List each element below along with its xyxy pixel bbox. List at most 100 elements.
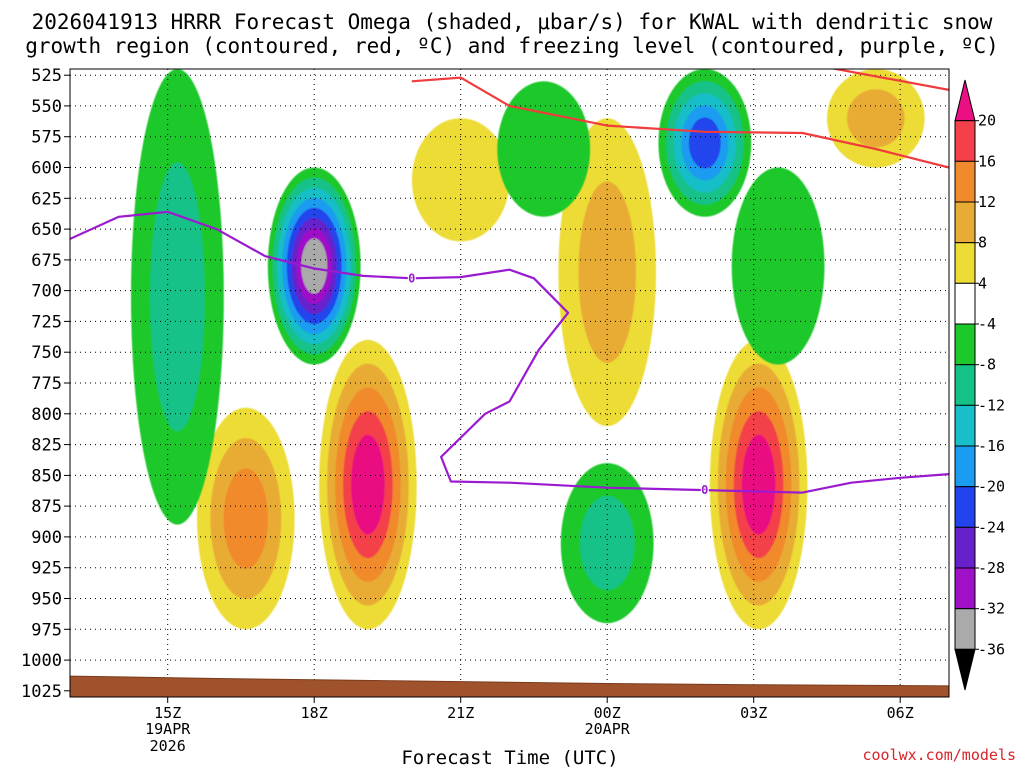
y-tick-label-525: 525 xyxy=(31,66,62,86)
terrain-fill xyxy=(70,675,949,697)
x-axis-label: Forecast Time (UTC) xyxy=(401,747,618,768)
omega-feature-negative-8 xyxy=(497,81,591,217)
x-tick-sublabel-00Z-0: 20APR xyxy=(585,720,631,738)
x-tick-sublabel-15Z-1: 2026 xyxy=(150,737,186,755)
terrain-surface xyxy=(70,675,949,697)
colorbar-label-4: 4 xyxy=(978,274,987,292)
freezing-level-label-bg-0 xyxy=(407,271,416,285)
omega-band--4 xyxy=(731,167,825,365)
freezing-level-label-1: 0 xyxy=(701,483,708,497)
colorbar-label--4: -4 xyxy=(978,315,996,333)
y-tick-label-650: 650 xyxy=(31,220,62,240)
y-tick-label-725: 725 xyxy=(31,312,62,332)
contours: 00 xyxy=(70,69,949,497)
colorbar-label--24: -24 xyxy=(978,518,1005,536)
freezing-level-label-bg-1 xyxy=(700,483,709,497)
omega-band-12 xyxy=(223,468,268,569)
omega-band--8 xyxy=(150,162,205,432)
omega-shading xyxy=(131,69,925,630)
colorbar-label-16: 16 xyxy=(978,152,996,170)
colorbar-label-20: 20 xyxy=(978,112,996,130)
y-tick-label-825: 825 xyxy=(31,436,62,456)
y-tick-label-925: 925 xyxy=(31,559,62,579)
omega-band-8 xyxy=(847,89,905,148)
y-tick-label-1000: 1000 xyxy=(21,651,62,671)
omega-band-8 xyxy=(578,181,636,363)
colorbar-cell-3 xyxy=(954,201,976,244)
chart-title: 2026041913 HRRR Forecast Omega (shaded, … xyxy=(25,10,999,58)
colorbar-cell-10 xyxy=(954,486,976,528)
y-tick-label-575: 575 xyxy=(31,128,62,148)
y-tick-label-600: 600 xyxy=(31,159,62,179)
omega-band--8 xyxy=(579,495,635,591)
omega-band--4 xyxy=(497,81,591,217)
omega-feature-positive-0 xyxy=(197,407,295,630)
omega-feature-negative-10 xyxy=(658,69,752,217)
y-tick-label-675: 675 xyxy=(31,251,62,271)
freezing-level-line xyxy=(70,210,949,494)
colorbar-cell-2 xyxy=(954,160,976,203)
y-tick-label-950: 950 xyxy=(31,590,62,610)
y-tick-label-700: 700 xyxy=(31,282,62,302)
colorbar-cell-8 xyxy=(954,404,976,447)
colorbar-cell-1 xyxy=(954,120,976,162)
colorbar-cell-6 xyxy=(954,323,976,366)
y-axis: 525 550 575 600 625 650 675 700 725 750 775 800 825 8… xyxy=(21,66,70,702)
colorbar-label--16: -16 xyxy=(978,437,1005,455)
plot-area: 00 xyxy=(70,69,949,697)
chart-title-line-2: growth region (contoured, red, ºC) and f… xyxy=(25,34,999,58)
chart-title-line-1: 2026041913 HRRR Forecast Omega (shaded, … xyxy=(32,10,993,34)
omega-band-20 xyxy=(741,434,776,535)
y-tick-label-750: 750 xyxy=(31,343,62,363)
omega-feature-negative-11 xyxy=(731,167,825,365)
x-tick-label-03Z: 03Z xyxy=(740,704,767,722)
x-tick-sublabel-15Z-0: 19APR xyxy=(145,720,191,738)
colorbar-cell-top xyxy=(954,79,976,122)
colorbar-cell-12 xyxy=(954,567,976,610)
omega-feature-negative-6 xyxy=(131,69,224,525)
omega-feature-negative-9 xyxy=(560,463,654,624)
omega-feature-positive-1 xyxy=(319,339,417,630)
y-tick-label-900: 900 xyxy=(31,528,62,548)
x-tick-label-18Z: 18Z xyxy=(301,704,328,722)
colorbar-label--20: -20 xyxy=(978,478,1005,496)
colorbar-cell-7 xyxy=(954,364,976,406)
colorbar-label-12: 12 xyxy=(978,193,996,211)
credit-text: coolwx.com/models xyxy=(862,746,1016,764)
dendritic-contour-line-upper xyxy=(829,69,949,91)
colorbar-label--36: -36 xyxy=(978,640,1005,658)
omega-feature-positive-3 xyxy=(558,118,656,427)
colorbar-cell-4 xyxy=(954,242,976,284)
colorbar-cell-9 xyxy=(954,445,976,488)
y-tick-label-550: 550 xyxy=(31,97,62,117)
omega-feature-positive-4 xyxy=(709,339,808,630)
omega-band-20 xyxy=(351,434,385,535)
omega-band--20 xyxy=(688,117,721,169)
colorbar-cell-5 xyxy=(954,282,976,325)
colorbar-label--8: -8 xyxy=(978,356,996,374)
x-tick-label-21Z: 21Z xyxy=(447,704,474,722)
omega-band--32 xyxy=(301,238,328,294)
omega-feature-negative-7 xyxy=(267,167,361,365)
colorbar-legend: 20 16 12 8 4 -4 -8 -12 -16 -20 -24 -28 -32 -36 xyxy=(954,79,1005,691)
x-tick-label-15Z: 15Z xyxy=(154,704,181,722)
colorbar-cell-bottom xyxy=(954,648,976,691)
x-tick-label-06Z: 06Z xyxy=(887,704,914,722)
colorbar-label-8: 8 xyxy=(978,234,987,252)
y-tick-label-850: 850 xyxy=(31,466,62,486)
colorbar-label--12: -12 xyxy=(978,396,1005,414)
y-tick-label-975: 975 xyxy=(31,620,62,640)
colorbar-label--28: -28 xyxy=(978,559,1005,577)
y-tick-label-625: 625 xyxy=(31,189,62,209)
colorbar-cell-11 xyxy=(954,526,976,569)
y-tick-label-775: 775 xyxy=(31,374,62,394)
x-tick-label-00Z: 00Z xyxy=(594,704,621,722)
freezing-level-label-0: 0 xyxy=(408,271,415,285)
dendritic-contour-line xyxy=(411,76,949,169)
colorbar-label--32: -32 xyxy=(978,600,1005,618)
y-tick-label-1025: 1025 xyxy=(21,682,62,702)
colorbar-cell-13 xyxy=(954,608,976,650)
y-tick-label-875: 875 xyxy=(31,497,62,517)
